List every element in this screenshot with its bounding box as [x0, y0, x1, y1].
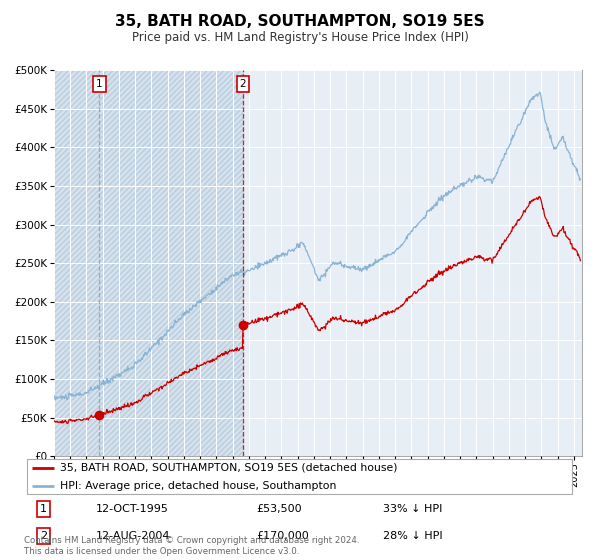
Text: 12-OCT-1995: 12-OCT-1995	[96, 504, 169, 514]
Text: 35, BATH ROAD, SOUTHAMPTON, SO19 5ES (detached house): 35, BATH ROAD, SOUTHAMPTON, SO19 5ES (de…	[60, 463, 397, 473]
Text: 1: 1	[40, 504, 47, 514]
Bar	[54, 70, 243, 456]
Text: £53,500: £53,500	[256, 504, 301, 514]
Text: 28% ↓ HPI: 28% ↓ HPI	[383, 531, 442, 541]
Text: 33% ↓ HPI: 33% ↓ HPI	[383, 504, 442, 514]
Bar	[54, 70, 243, 456]
Text: 2: 2	[40, 531, 47, 541]
FancyBboxPatch shape	[27, 459, 572, 494]
Text: 35, BATH ROAD, SOUTHAMPTON, SO19 5ES: 35, BATH ROAD, SOUTHAMPTON, SO19 5ES	[115, 14, 485, 29]
Text: £170,000: £170,000	[256, 531, 308, 541]
Text: 2: 2	[239, 79, 246, 89]
Text: Contains HM Land Registry data © Crown copyright and database right 2024.
This d: Contains HM Land Registry data © Crown c…	[24, 536, 359, 556]
Text: 12-AUG-2004: 12-AUG-2004	[96, 531, 170, 541]
Text: Price paid vs. HM Land Registry's House Price Index (HPI): Price paid vs. HM Land Registry's House …	[131, 31, 469, 44]
Text: 1: 1	[96, 79, 103, 89]
Text: HPI: Average price, detached house, Southampton: HPI: Average price, detached house, Sout…	[60, 481, 336, 491]
